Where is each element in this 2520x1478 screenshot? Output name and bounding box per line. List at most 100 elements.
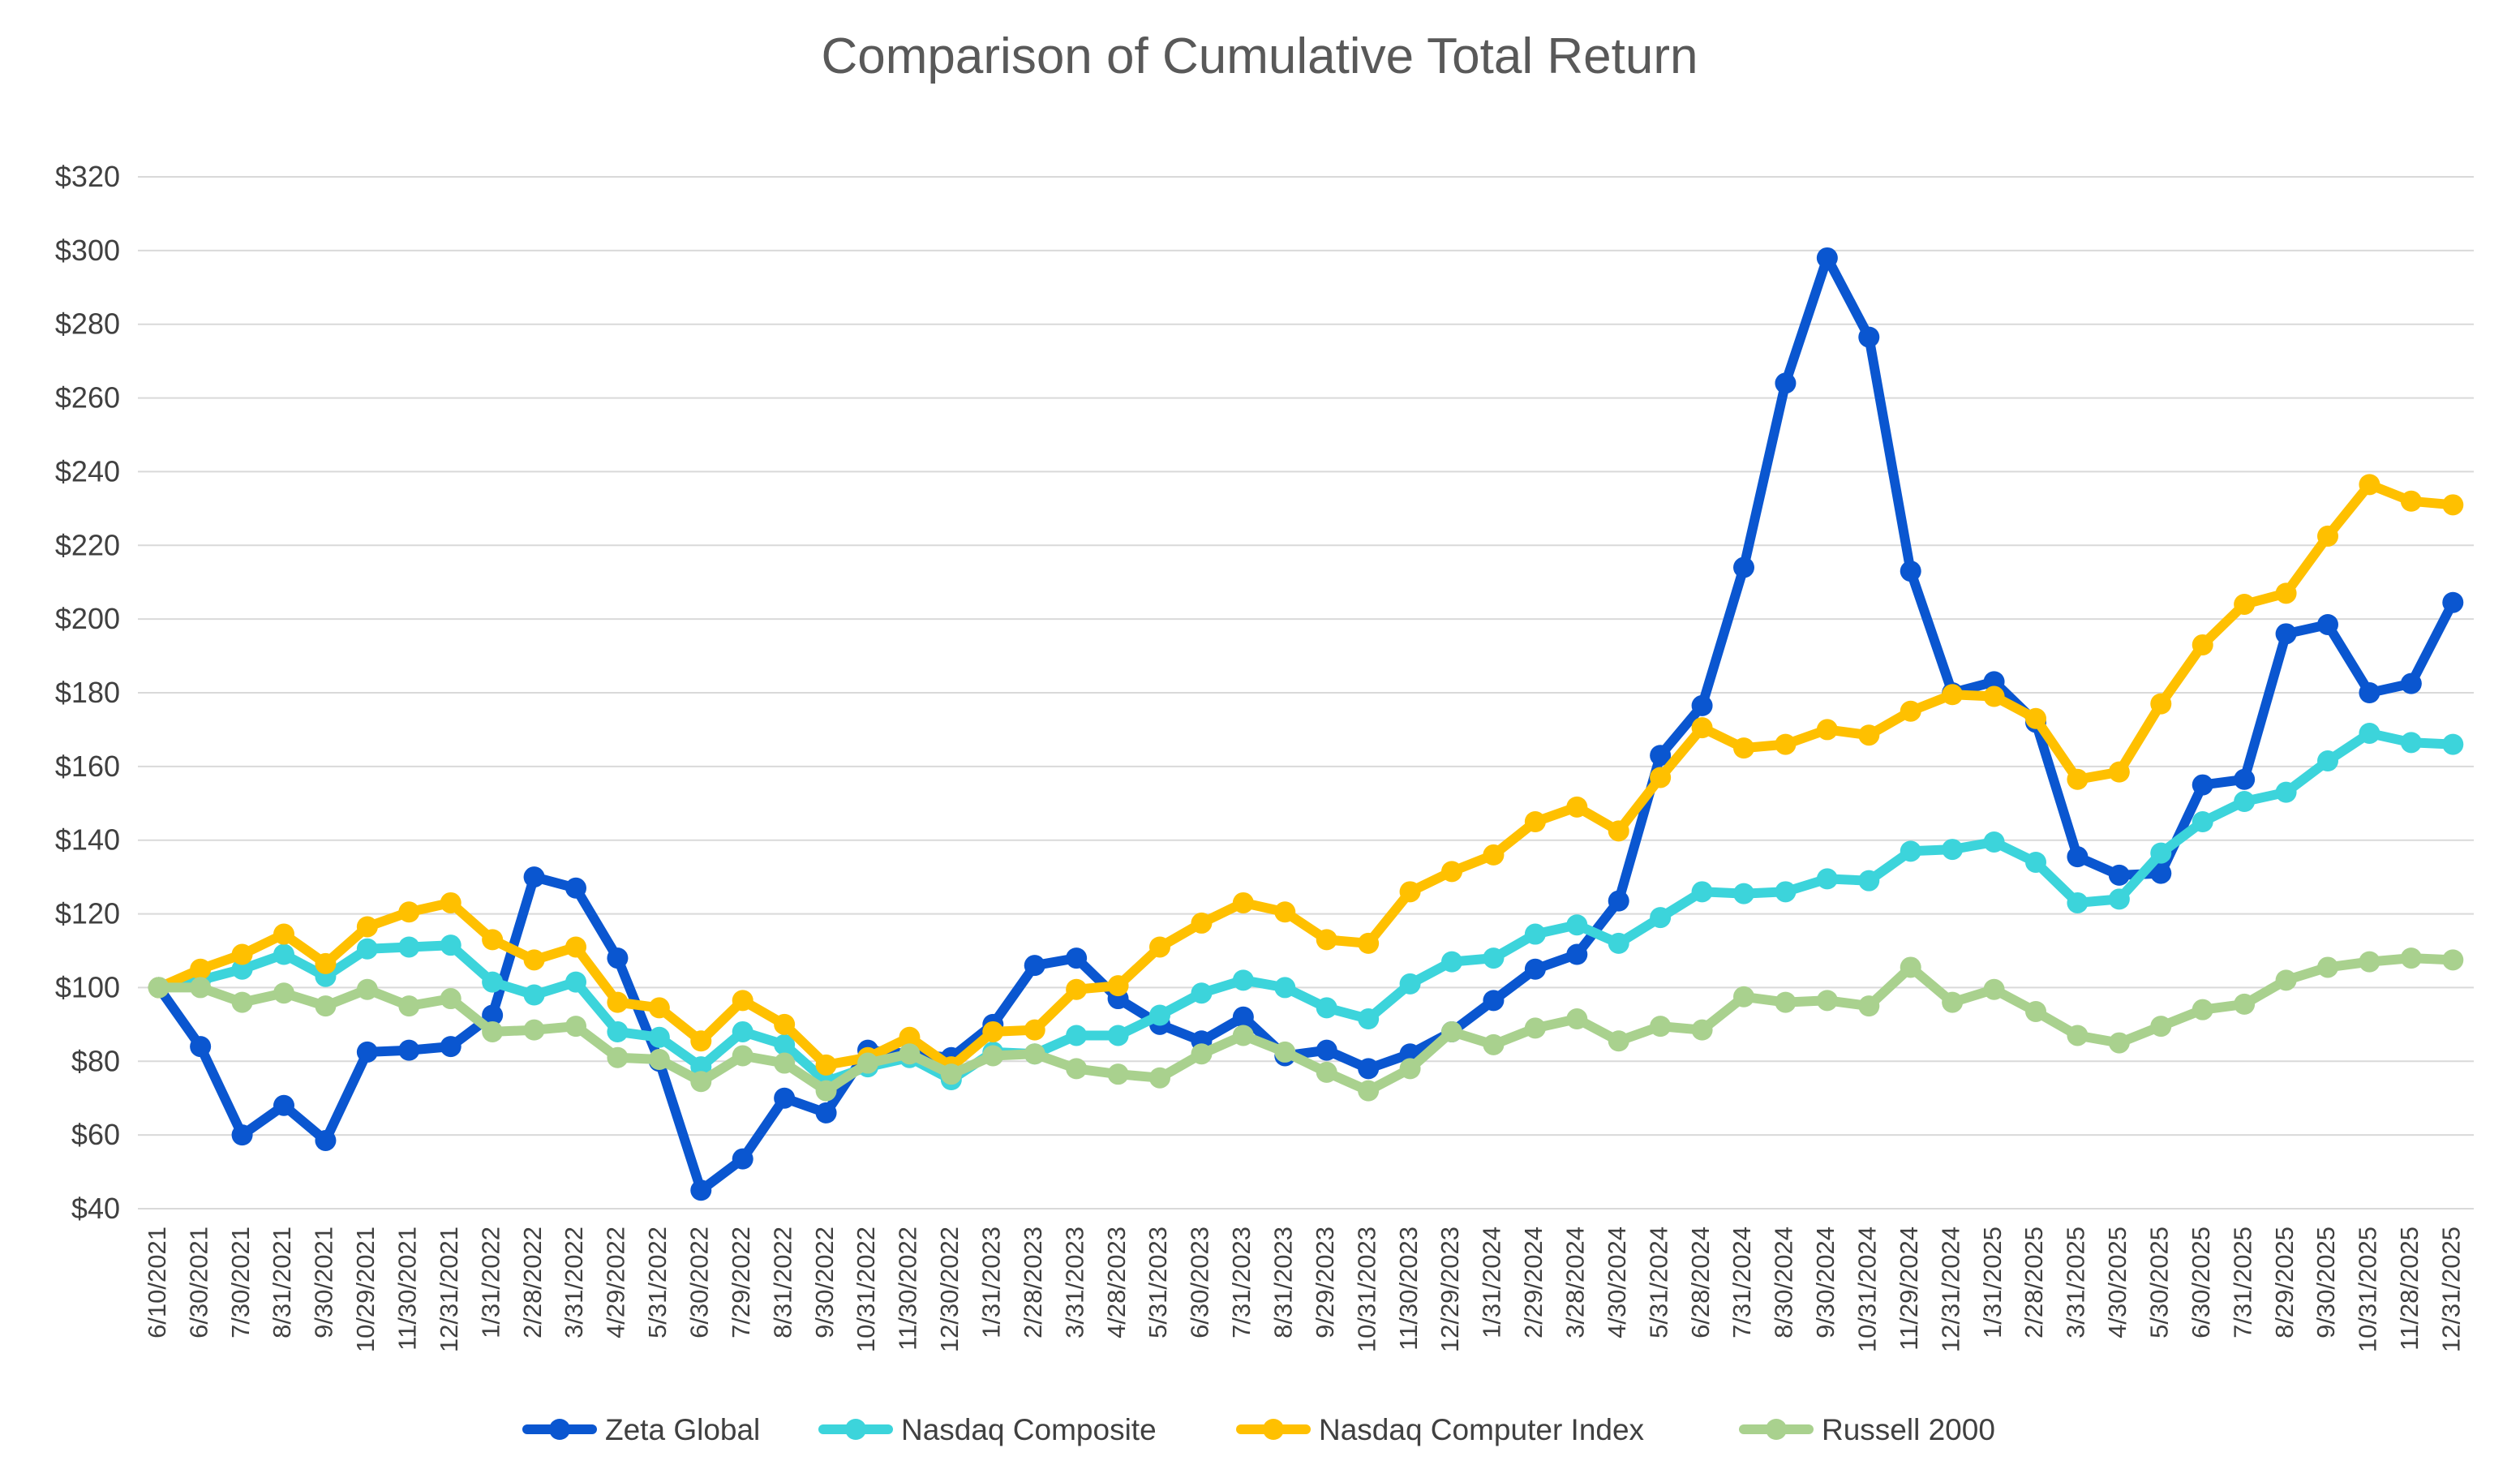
data-point [774,1013,796,1035]
y-tick-label: $140 [55,823,120,857]
y-tick-label: $280 [55,307,120,341]
data-point [732,1045,753,1067]
legend-swatch-marker [549,1419,570,1440]
data-point [231,943,253,965]
data-point [2108,864,2130,886]
data-point [1524,1017,1546,1039]
data-point [2400,672,2422,694]
y-tick-label: $40 [71,1192,120,1225]
data-point [1483,1033,1505,1055]
data-point [1691,881,1713,903]
data-point [1858,995,1880,1017]
data-point [1191,1043,1213,1065]
legend-swatch-marker [845,1419,866,1440]
x-tick-label: 10/31/2023 [1352,1227,1380,1352]
x-tick-label: 2/28/2023 [1019,1227,1047,1338]
data-point [231,1124,253,1146]
x-tick-label: 10/31/2025 [2354,1227,2382,1352]
data-point [1775,733,1797,755]
data-point [1066,978,1088,1000]
data-point [1191,982,1213,1004]
data-point [1524,923,1546,945]
data-point [2317,613,2338,635]
data-point [2442,949,2464,971]
data-point [190,1036,212,1058]
data-point [1483,947,1505,969]
data-point [482,971,504,993]
data-point [1316,1061,1337,1083]
data-point [398,936,420,958]
x-tick-label: 8/31/2021 [268,1227,296,1338]
data-point [1566,914,1588,936]
data-point [940,1063,962,1085]
x-tick-label: 9/30/2021 [310,1227,338,1338]
data-point [1232,969,1254,991]
data-point [815,1102,837,1124]
data-point [1942,684,1964,706]
data-point [2108,761,2130,783]
data-point [1107,1063,1129,1085]
data-point [273,982,294,1004]
data-point [2025,851,2046,873]
x-tick-label: 9/30/2024 [1811,1227,1840,1338]
x-tick-label: 12/30/2022 [935,1227,964,1352]
data-point [1900,956,1921,978]
data-point [1983,671,2005,693]
data-point [1900,700,1921,722]
data-point [607,1020,629,1042]
data-point [1524,811,1546,832]
legend-item: Nasdaq Computer Index [1236,1413,1645,1446]
data-point [2359,682,2380,703]
x-tick-label: 11/30/2023 [1394,1227,1423,1351]
data-point [1650,745,1672,767]
data-point [1441,861,1462,883]
data-point [398,1039,420,1061]
data-point [1149,1004,1170,1026]
data-point [1524,958,1546,980]
x-tick-label: 7/31/2025 [2228,1227,2256,1338]
data-point [2192,774,2213,796]
y-tick-label: $320 [55,160,120,193]
x-tick-label: 7/31/2023 [1227,1227,1256,1338]
y-tick-label: $160 [55,750,120,783]
data-point [732,1020,753,1042]
data-point [732,1148,753,1170]
data-point [1775,881,1797,903]
x-tick-label: 10/31/2022 [852,1227,880,1352]
data-point [190,977,212,999]
data-point [1858,724,1880,746]
data-point [1608,820,1629,842]
x-tick-label: 5/31/2024 [1644,1227,1672,1338]
data-point [2400,947,2422,969]
x-tick-label: 6/30/2021 [184,1227,213,1338]
data-point [356,978,378,1000]
data-point [2359,951,2380,973]
data-point [482,1020,504,1042]
data-point [1733,986,1754,1008]
y-tick-label: $240 [55,454,120,488]
data-point [1232,1006,1254,1028]
data-point [315,1129,337,1151]
y-tick-label: $100 [55,970,120,1003]
data-point [1691,694,1713,716]
data-point [2442,494,2464,516]
x-tick-label: 4/29/2022 [602,1227,630,1338]
data-point [231,958,253,980]
data-point [1399,1058,1421,1080]
x-tick-label: 6/30/2022 [685,1227,713,1338]
x-tick-label: 9/29/2023 [1311,1227,1339,1338]
x-tick-label: 8/30/2024 [1770,1227,1798,1338]
data-point [1191,912,1213,934]
data-point [690,1030,712,1052]
data-point [1608,1030,1629,1052]
data-point [523,1019,545,1041]
data-point [190,958,212,980]
data-point [2317,750,2338,772]
data-point [2275,969,2297,991]
data-point [774,1052,796,1074]
data-point [607,991,629,1013]
data-point [982,1020,1004,1042]
x-tick-label: 1/31/2022 [476,1227,504,1338]
y-tick-label: $300 [55,234,120,267]
legend-label: Zeta Global [605,1413,760,1446]
